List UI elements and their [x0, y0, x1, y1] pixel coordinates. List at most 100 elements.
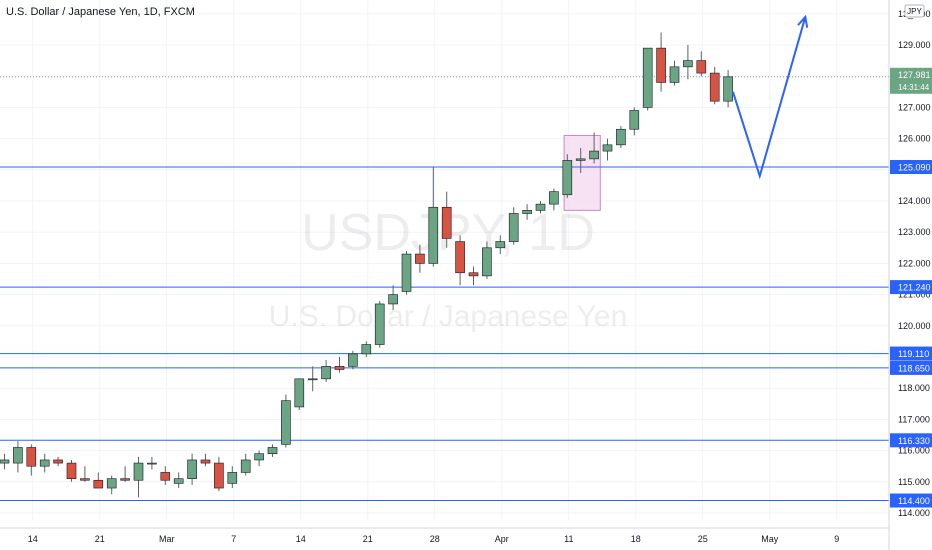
candle-down — [120, 478, 130, 481]
candle-down — [160, 472, 171, 481]
candle-up — [629, 110, 640, 130]
x-tick-label: 11 — [564, 534, 573, 544]
candle-down — [696, 60, 707, 74]
candle-down — [656, 47, 666, 83]
y-tick-label: 116.000 — [898, 446, 930, 456]
y-tick-label: 124.000 — [898, 196, 931, 206]
candle-up — [254, 453, 264, 461]
candle-down — [334, 366, 345, 370]
candle-up — [240, 459, 251, 473]
candle-up — [13, 447, 23, 464]
countdown-text: 14:31:44 — [898, 83, 930, 92]
x-tick-label: Apr — [495, 534, 509, 544]
candle-up — [401, 253, 412, 292]
candle-up — [187, 459, 197, 479]
current-price-label — [890, 67, 932, 94]
candle-up — [589, 150, 599, 160]
x-tick-label: 14 — [28, 534, 38, 544]
candle-down — [66, 462, 77, 479]
candle-up — [482, 247, 492, 277]
y-tick-label: 127.000 — [898, 102, 931, 112]
level-price-label — [890, 433, 932, 448]
candle-up — [374, 303, 385, 345]
y-tick-label: 122.000 — [898, 258, 931, 268]
level-price-text: 119.110 — [898, 349, 929, 359]
candle-up — [0, 459, 10, 464]
x-tick-label: 21 — [95, 534, 105, 544]
level-price-text: 116.330 — [898, 436, 930, 446]
y-tick-label: 129.000 — [898, 40, 931, 50]
watermark-name: U.S. Dollar / Japanese Yen — [269, 300, 628, 333]
level-price-text: 118.650 — [898, 363, 930, 373]
candle-up — [642, 47, 653, 108]
x-tick-label: 9 — [834, 534, 839, 544]
x-tick-label: May — [761, 534, 779, 544]
candle-up — [321, 366, 331, 380]
candle-up — [307, 378, 318, 381]
y-tick-label: 115.000 — [898, 477, 930, 487]
candle-up — [361, 344, 372, 355]
y-tick-label: 117.000 — [898, 414, 930, 424]
candle-up — [683, 60, 693, 68]
candle-down — [214, 462, 224, 489]
currency-badge — [904, 4, 925, 18]
level-price-label — [890, 346, 932, 361]
projection-arrowhead — [797, 14, 809, 28]
x-tick-label: 14 — [296, 534, 306, 544]
level-price-label — [890, 360, 932, 375]
x-tick-label: 28 — [430, 534, 440, 544]
candle-up — [39, 459, 50, 467]
candle-up — [227, 472, 238, 484]
candle-up — [147, 462, 157, 465]
y-tick-label: 121.000 — [898, 290, 931, 300]
candle-up — [602, 144, 613, 152]
candle-down — [93, 479, 104, 489]
level-price-label — [890, 280, 932, 295]
candle-down — [441, 206, 452, 239]
candle-up — [388, 294, 398, 305]
candle-up — [495, 241, 506, 249]
candle-down — [709, 72, 720, 102]
candle-down — [53, 459, 63, 464]
candle-down — [26, 447, 37, 467]
level-price-label — [890, 159, 932, 174]
candle-down — [455, 241, 465, 274]
chart-title: U.S. Dollar / Japanese Yen, 1D, FXCM — [6, 6, 195, 18]
level-price-label — [890, 493, 932, 508]
candle-up — [106, 478, 117, 489]
grid — [0, 0, 889, 520]
level-price-text: 121.240 — [898, 283, 931, 293]
candle-up — [549, 191, 559, 205]
candle-down — [200, 459, 211, 464]
candle-down — [468, 272, 479, 277]
candle-up — [723, 76, 733, 102]
candle-up — [669, 66, 680, 83]
level-price-text: 114.400 — [898, 496, 930, 506]
x-tick-label: 18 — [631, 534, 641, 544]
y-tick-label: 118.000 — [898, 383, 930, 393]
candle-down — [415, 253, 425, 264]
candle-up — [281, 400, 291, 445]
x-tick-label: Mar — [159, 534, 175, 544]
candle-up — [575, 158, 586, 161]
candle-up — [133, 462, 144, 481]
candle-up — [173, 478, 184, 484]
candle-up — [428, 206, 439, 264]
x-tick-label: 21 — [363, 534, 373, 544]
level-price-text: 125.090 — [898, 162, 931, 172]
x-tick-label: 25 — [698, 534, 708, 544]
candle-up — [294, 378, 305, 408]
projection-arrow — [732, 16, 807, 180]
y-tick-label: 126.000 — [898, 134, 931, 144]
candle-up — [348, 353, 358, 367]
candle-up — [508, 213, 519, 242]
currency-badge-text: JPY — [907, 7, 922, 16]
y-tick-label: 123.000 — [898, 227, 931, 237]
candle-up — [267, 447, 278, 455]
candle-up — [535, 203, 546, 211]
current-price-text: 127.981 — [898, 70, 931, 80]
candle-up — [522, 210, 532, 214]
candle-up — [616, 128, 626, 146]
